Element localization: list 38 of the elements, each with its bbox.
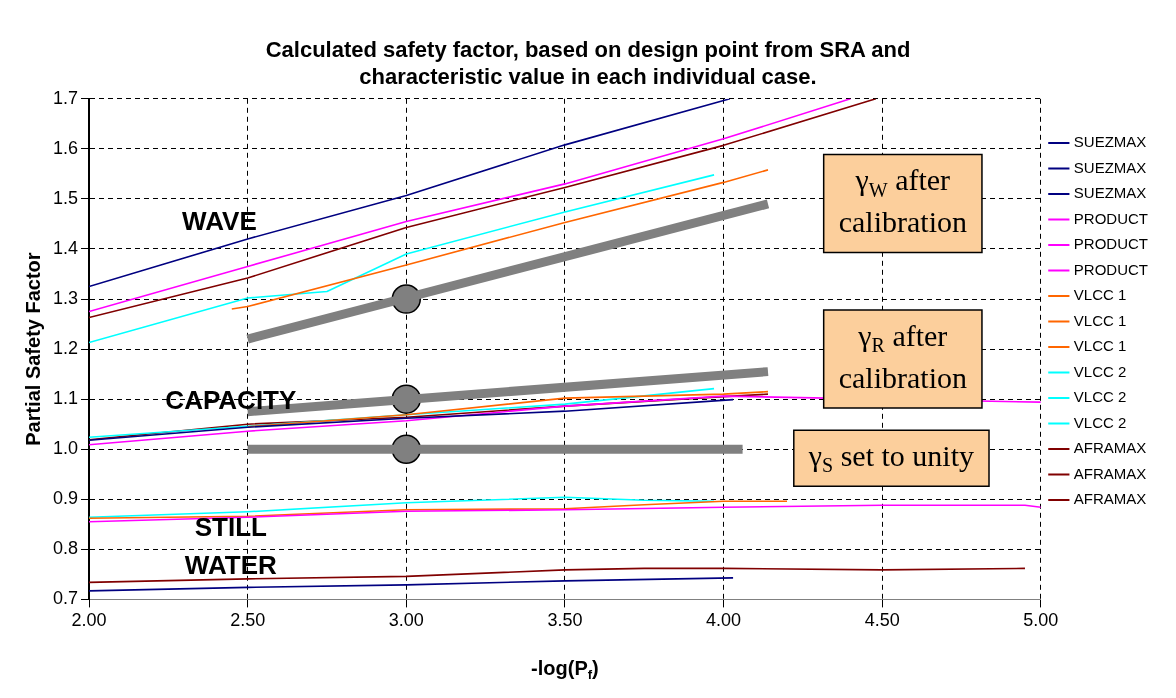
legend-label: SUEZMAX (1073, 158, 1147, 176)
y-tick-label: 1.4 (52, 237, 79, 258)
legend-label: VLCC 1 (1073, 311, 1127, 329)
x-tick-label: 2.00 (71, 610, 107, 631)
annotation: STILL WATER (184, 512, 278, 581)
x-tick-label: 3.50 (547, 610, 583, 631)
annotation: WAVE (182, 206, 257, 237)
legend-label: VLCC 2 (1073, 413, 1127, 431)
y-tick-label: 1.5 (52, 187, 79, 208)
legend-label: PRODUCT (1073, 209, 1149, 227)
x-tick-label: 3.00 (388, 610, 424, 631)
y-tick-label: 0.9 (52, 488, 79, 509)
x-tick-label: 4.50 (864, 610, 900, 631)
legend-label: VLCC 1 (1073, 337, 1127, 355)
legend-label: AFRAMAX (1073, 490, 1147, 508)
legend-label: PRODUCT (1073, 260, 1149, 278)
x-tick-label: 5.00 (1023, 610, 1059, 631)
y-tick-label: 0.7 (52, 588, 79, 609)
y-tick-label: 1.7 (52, 87, 79, 108)
y-axis-title: Partial Safety Factor (21, 252, 44, 446)
y-tick-label: 1.1 (52, 388, 79, 409)
legend-label: SUEZMAX (1073, 184, 1147, 202)
legend-label: VLCC 2 (1073, 362, 1127, 380)
annotation: CAPACITY (165, 385, 297, 416)
y-tick-label: 1.3 (52, 288, 79, 309)
x-tick-label: 2.50 (230, 610, 266, 631)
legend-label: AFRAMAX (1073, 464, 1147, 482)
y-tick-label: 0.8 (52, 538, 79, 559)
y-tick-label: 1.0 (52, 438, 79, 459)
x-tick-label: 4.00 (706, 610, 742, 631)
legend-label: VLCC 1 (1073, 286, 1127, 304)
legend-label: SUEZMAX (1073, 133, 1147, 151)
legend-label: AFRAMAX (1073, 439, 1147, 457)
legend-label: PRODUCT (1073, 235, 1149, 253)
y-tick-label: 1.6 (52, 137, 79, 158)
legend-label: VLCC 2 (1073, 388, 1127, 406)
y-tick-label: 1.2 (52, 338, 79, 359)
chart-title: Calculated safety factor, based on design point from SRA and characteristic value in each individual case. (265, 37, 911, 89)
